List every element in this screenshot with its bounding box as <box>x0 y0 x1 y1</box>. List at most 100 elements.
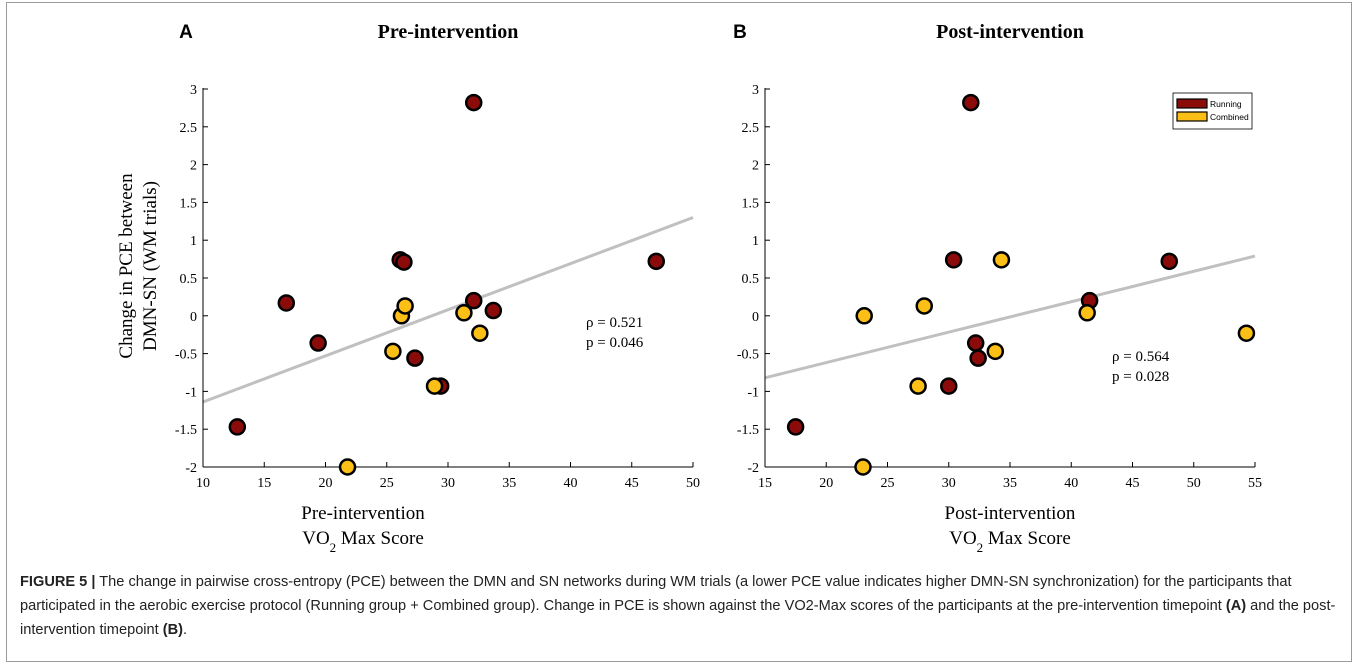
data-point-combined <box>1237 324 1256 342</box>
y-tick-label: 2 <box>752 159 759 174</box>
chart-panel-a: A Pre-intervention -2 -1.5 -1 -0.5 0 0.5 1 1.5 2 2.… <box>116 21 700 552</box>
stats-annotation: p = 0.046 <box>586 335 644 351</box>
x-tick-label: 20 <box>819 476 833 491</box>
figure-charts: A Pre-intervention -2 -1.5 -1 -0.5 0 0.5 1 1.5 2 2.… <box>116 21 1262 552</box>
regression-line <box>202 216 694 404</box>
legend-label-running: Running <box>1210 99 1242 109</box>
y-tick-label: -1.5 <box>175 423 197 438</box>
chart-panel-b: B Post-intervention -2 -1.5 -1 -0.5 0 0.5 1 1.5 2 2… <box>733 21 1262 552</box>
data-point-running <box>962 93 980 112</box>
x-tick-label: 45 <box>1126 476 1140 491</box>
data-point-running <box>484 301 503 320</box>
data-point-running <box>966 334 985 352</box>
data-point-running <box>969 349 987 367</box>
y-tick-label: 0.5 <box>180 272 198 287</box>
legend-swatch-running <box>1176 98 1208 109</box>
data-point-combined <box>854 458 872 476</box>
data-point-combined <box>455 304 473 322</box>
data-point-running <box>464 93 483 112</box>
panel-label: A <box>179 22 193 43</box>
chart-title: Pre-intervention <box>378 21 519 43</box>
x-axis-label: Pre-intervention <box>301 503 425 524</box>
y-tick-label: 0.5 <box>742 272 760 287</box>
y-tick-label: -2 <box>747 461 759 476</box>
data-point-combined <box>992 251 1011 269</box>
x-tick-label: 30 <box>441 476 455 491</box>
x-tick-label: 40 <box>564 476 578 491</box>
data-point-combined <box>338 458 357 476</box>
data-point-combined <box>471 324 489 342</box>
y-tick-label: 3 <box>190 83 197 98</box>
y-tick-label: 1 <box>190 234 197 249</box>
x-tick-label: 25 <box>881 476 895 491</box>
caption-mid: and the post-intervention timepoint <box>20 598 1336 638</box>
data-point-combined <box>396 297 414 315</box>
y-tick-label: 3 <box>752 83 759 98</box>
data-point-running <box>944 251 963 269</box>
y-tick-label: -0.5 <box>737 348 759 363</box>
y-tick-label: 2.5 <box>742 121 760 136</box>
x-axis-label: Post-intervention <box>945 503 1076 524</box>
x-tick-label: 20 <box>319 476 333 491</box>
data-point-combined <box>1078 304 1096 322</box>
data-point-running <box>309 334 327 352</box>
x-tick-label: 15 <box>257 476 271 491</box>
x-tick-label: 30 <box>942 476 956 491</box>
y-tick-label: -2 <box>185 461 197 476</box>
caption-end: . <box>183 622 188 638</box>
y-tick-label: -1 <box>747 385 759 400</box>
y-tick-label: 1 <box>752 234 759 249</box>
data-point-running <box>464 291 483 310</box>
figure-caption: FIGURE 5 | The change in pairwise cross-… <box>20 570 1336 642</box>
y-tick-label: 1.5 <box>742 196 760 211</box>
x-tick-label: 55 <box>1248 476 1262 491</box>
y-tick-label: 0 <box>752 310 759 325</box>
x-tick-label: 50 <box>1187 476 1201 491</box>
stats-annotation: p = 0.028 <box>1112 369 1169 385</box>
legend-label-combined: Combined <box>1210 112 1249 122</box>
x-tick-label: 50 <box>686 476 700 491</box>
legend-swatch-combined <box>1176 111 1208 122</box>
data-point-running <box>647 252 665 271</box>
y-tick-label: 2.5 <box>180 121 198 136</box>
y-tick-label: -0.5 <box>175 348 197 363</box>
caption-ref-b: (B) <box>162 622 184 638</box>
data-point-combined <box>384 342 402 361</box>
data-point-running <box>228 418 247 436</box>
x-tick-label: 45 <box>625 476 639 491</box>
y-tick-label: 0 <box>190 310 197 325</box>
y-tick-label: 1.5 <box>180 196 198 211</box>
x-axis-label-line2: VO2 Max Score <box>302 528 424 552</box>
stats-annotation: ρ = 0.564 <box>1112 349 1170 365</box>
data-point-running <box>1160 252 1178 271</box>
caption-text: The change in pairwise cross-entropy (PC… <box>20 574 1292 614</box>
chart-title: Post-intervention <box>936 21 1084 43</box>
panel-label: B <box>733 22 747 43</box>
data-point-running <box>406 349 424 367</box>
x-tick-label: 35 <box>502 476 516 491</box>
stats-annotation: ρ = 0.521 <box>586 315 643 331</box>
caption-label: FIGURE 5 | <box>20 574 96 590</box>
x-tick-label: 10 <box>196 476 210 491</box>
y-axis-label: Change in PCE between <box>116 173 137 359</box>
y-axis-label-line2: DMN-SN (WM trials) <box>140 181 161 351</box>
data-point-combined <box>986 342 1005 361</box>
data-point-combined <box>915 297 933 315</box>
x-tick-label: 35 <box>1003 476 1017 491</box>
x-tick-label: 25 <box>380 476 394 491</box>
y-tick-label: -1 <box>185 385 197 400</box>
y-tick-label: -1.5 <box>737 423 759 438</box>
regression-line <box>764 254 1256 380</box>
figure-frame <box>6 2 1352 662</box>
x-tick-label: 15 <box>758 476 772 491</box>
data-point-running <box>786 418 805 436</box>
data-point-combined <box>855 307 873 325</box>
y-tick-label: 2 <box>190 159 197 174</box>
data-point-running <box>940 377 958 395</box>
x-tick-label: 40 <box>1064 476 1078 491</box>
data-point-combined <box>425 377 444 395</box>
data-point-running <box>395 253 413 271</box>
data-point-running <box>277 294 296 312</box>
caption-ref-a: (A) <box>1225 598 1247 614</box>
data-point-combined <box>909 377 927 395</box>
